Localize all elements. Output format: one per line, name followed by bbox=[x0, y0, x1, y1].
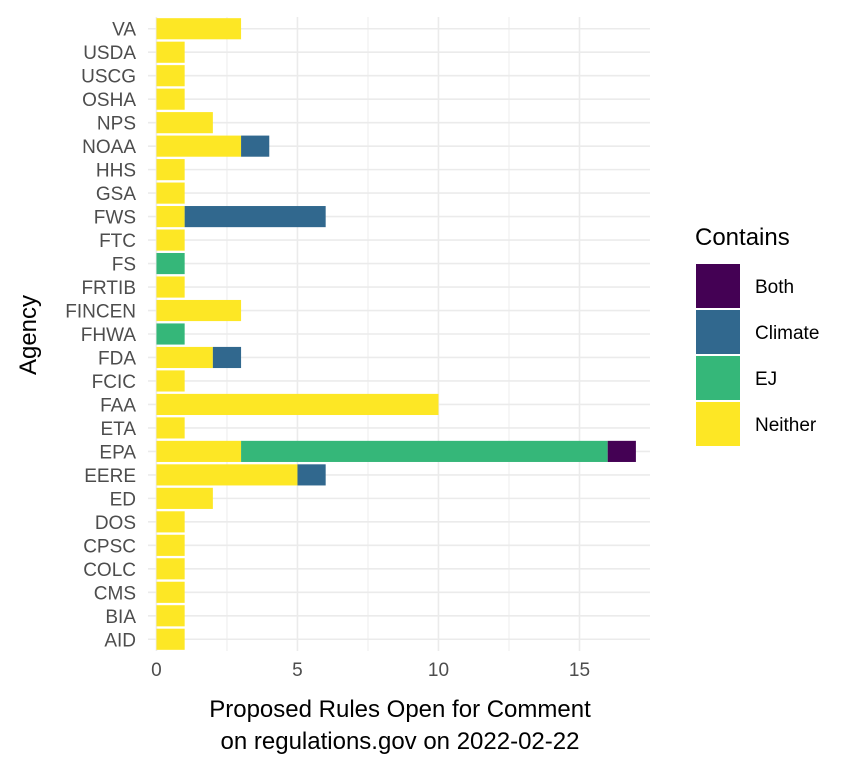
bar-fs-ej bbox=[156, 252, 185, 275]
bar-eere-climate bbox=[297, 464, 326, 486]
bar-epa-ej bbox=[241, 440, 608, 462]
y-tick-label-bia: BIA bbox=[105, 607, 136, 628]
y-tick-label-colc: COLC bbox=[83, 560, 136, 581]
y-tick-label-gsa: GSA bbox=[96, 184, 136, 205]
y-tick-label-nps: NPS bbox=[97, 114, 136, 135]
legend: Contains Both Climate EJ Neither bbox=[695, 224, 819, 446]
bar-noaa-climate bbox=[241, 135, 270, 157]
bar-eta-neither bbox=[156, 417, 185, 439]
legend-key-climate bbox=[696, 310, 740, 354]
y-tick-label-ed: ED bbox=[110, 489, 136, 510]
bar-cms-neither bbox=[156, 581, 185, 603]
y-tick-label-fcic: FCIC bbox=[92, 372, 136, 393]
y-tick-label-uscg: USCG bbox=[81, 67, 136, 88]
legend-label-both: Both bbox=[755, 277, 794, 298]
y-tick-label-osha: OSHA bbox=[82, 90, 136, 111]
bar-usda-neither bbox=[156, 41, 185, 63]
y-tick-label-noaa: NOAA bbox=[82, 137, 136, 158]
legend-label-neither: Neither bbox=[755, 415, 817, 436]
bar-osha-neither bbox=[156, 88, 185, 110]
bars bbox=[156, 18, 636, 650]
bar-noaa-neither bbox=[156, 135, 242, 157]
bar-fda-climate bbox=[212, 346, 242, 369]
legend-key-neither bbox=[696, 402, 740, 446]
y-tick-label-eere: EERE bbox=[84, 466, 136, 487]
grid-lines bbox=[148, 17, 650, 651]
y-tick-label-cms: CMS bbox=[94, 583, 136, 604]
y-tick-label-fws: FWS bbox=[94, 208, 136, 229]
y-tick-label-eta: ETA bbox=[100, 419, 136, 440]
y-tick-label-fincen: FINCEN bbox=[65, 302, 136, 323]
bar-fda-neither bbox=[156, 346, 213, 369]
bar-faa-neither bbox=[156, 393, 439, 416]
y-tick-label-fhwa: FHWA bbox=[81, 325, 137, 346]
y-tick-label-usda: USDA bbox=[83, 43, 136, 64]
x-tick-label-0: 0 bbox=[151, 660, 162, 681]
x-axis-title-line-2: on regulations.gov on 2022-02-22 bbox=[221, 728, 580, 755]
bar-gsa-neither bbox=[156, 182, 185, 204]
y-tick-label-dos: DOS bbox=[95, 513, 136, 534]
bar-frtib-neither bbox=[156, 276, 185, 298]
bar-epa-both bbox=[607, 440, 636, 462]
bar-cpsc-neither bbox=[156, 534, 185, 556]
y-tick-label-ftc: FTC bbox=[99, 231, 136, 252]
y-tick-label-aid: AID bbox=[104, 630, 136, 651]
legend-label-ej: EJ bbox=[755, 369, 777, 390]
y-tick-label-fda: FDA bbox=[98, 348, 136, 369]
bar-va-neither bbox=[156, 18, 242, 40]
bar-ed-neither bbox=[156, 487, 213, 509]
bar-ftc-neither bbox=[156, 229, 185, 251]
bar-eere-neither bbox=[156, 464, 298, 486]
legend-title: Contains bbox=[695, 224, 790, 251]
bar-fincen-neither bbox=[156, 299, 242, 322]
bar-nps-neither bbox=[156, 112, 213, 134]
y-tick-label-faa: FAA bbox=[100, 395, 136, 416]
bar-colc-neither bbox=[156, 558, 185, 580]
y-tick-label-hhs: HHS bbox=[96, 161, 136, 182]
x-tick-label-15: 15 bbox=[569, 660, 590, 681]
bar-fhwa-ej bbox=[156, 323, 185, 345]
y-tick-label-frtib: FRTIB bbox=[81, 278, 136, 299]
bar-bia-neither bbox=[156, 605, 185, 627]
bar-fws-neither bbox=[156, 206, 185, 228]
x-tick-labels: 0 5 10 15 bbox=[151, 660, 590, 681]
bar-fws-climate bbox=[184, 206, 326, 228]
y-tick-label-fs: FS bbox=[112, 255, 136, 276]
bar-epa-neither bbox=[156, 440, 242, 462]
bar-aid-neither bbox=[156, 628, 185, 650]
bar-hhs-neither bbox=[156, 159, 185, 181]
legend-key-both bbox=[696, 264, 740, 308]
y-axis-title: Agency bbox=[15, 295, 42, 375]
y-tick-label-cpsc: CPSC bbox=[83, 536, 136, 557]
bar-fcic-neither bbox=[156, 370, 185, 392]
y-tick-label-va: VA bbox=[112, 20, 136, 41]
legend-key-ej bbox=[696, 356, 740, 400]
bar-uscg-neither bbox=[156, 65, 185, 87]
x-tick-label-5: 5 bbox=[292, 660, 303, 681]
bar-dos-neither bbox=[156, 511, 185, 533]
x-tick-label-10: 10 bbox=[428, 660, 449, 681]
x-axis-title-line-1: Proposed Rules Open for Comment bbox=[209, 696, 591, 723]
legend-label-climate: Climate bbox=[755, 323, 819, 344]
y-tick-label-epa: EPA bbox=[99, 442, 136, 463]
